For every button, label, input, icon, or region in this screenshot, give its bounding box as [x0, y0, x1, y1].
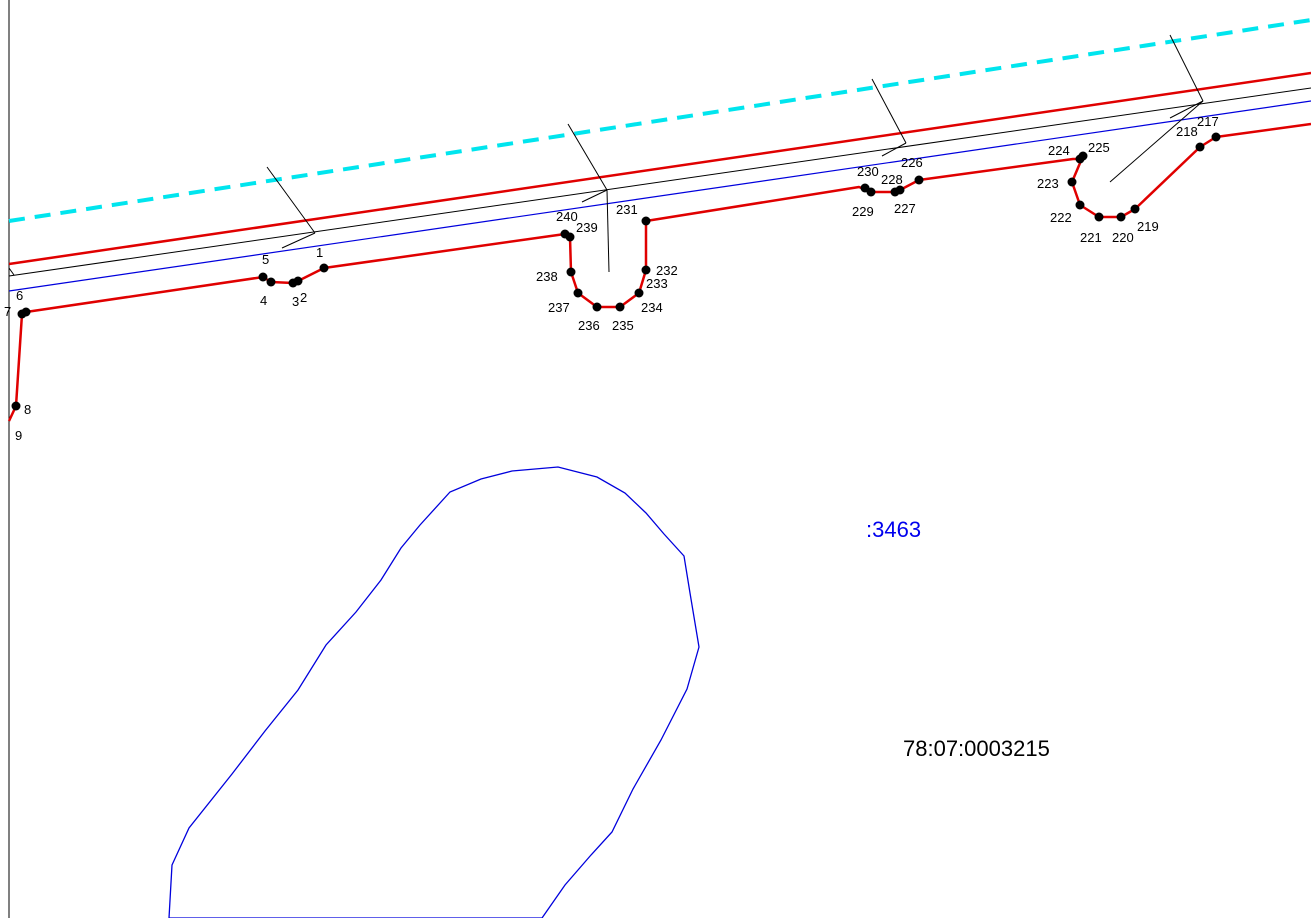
point-label-232: 232	[656, 263, 678, 278]
point-label-226: 226	[901, 155, 923, 170]
point-label-3: 3	[292, 294, 299, 309]
point-label-234: 234	[641, 300, 663, 315]
black-road-line	[8, 87, 1311, 277]
point-label-222: 222	[1050, 210, 1072, 225]
point-label-237: 237	[548, 300, 570, 315]
point-label-9: 9	[15, 428, 22, 443]
point-label-219: 219	[1137, 219, 1159, 234]
point-label-229: 229	[852, 204, 874, 219]
point-label-6: 6	[16, 288, 23, 303]
point-label-5: 5	[262, 252, 269, 267]
cadastral-quarter-label: 78:07:0003215	[903, 736, 1050, 761]
point-label-223: 223	[1037, 176, 1059, 191]
point-label-233: 233	[646, 276, 668, 291]
point-label-228: 228	[881, 172, 903, 187]
point-label-238: 238	[536, 269, 558, 284]
point-label-4: 4	[260, 293, 267, 308]
point-label-2: 2	[300, 290, 307, 305]
point-label-7: 7	[4, 304, 11, 319]
point-label-8: 8	[24, 402, 31, 417]
point-label-225: 225	[1088, 140, 1110, 155]
blue-road-line	[8, 100, 1311, 292]
point-label-218: 218	[1176, 124, 1198, 139]
point-label-224: 224	[1048, 143, 1070, 158]
point-label-239: 239	[576, 220, 598, 235]
leader-lines	[8, 34, 1204, 276]
point-label-220: 220	[1112, 230, 1134, 245]
point-label-221: 221	[1080, 230, 1102, 245]
cyan-dashed-line	[8, 18, 1311, 223]
point-label-240: 240	[556, 209, 578, 224]
point-markers	[11, 132, 1221, 411]
point-label-231: 231	[616, 202, 638, 217]
boundary-polyline	[7, 122, 1311, 422]
point-label-1: 1	[316, 245, 323, 260]
point-label-227: 227	[894, 201, 916, 216]
parcel-outline	[168, 466, 700, 918]
point-label-217: 217	[1197, 114, 1219, 129]
point-label-230: 230	[857, 164, 879, 179]
parcel-number-label: :3463	[866, 517, 921, 542]
red-road-edge	[8, 71, 1311, 266]
point-label-236: 236	[578, 318, 600, 333]
point-labels: 1 2 3 4 5 6 7 8 9 240 239 231 238 237 23…	[4, 114, 1219, 443]
point-label-235: 235	[612, 318, 634, 333]
